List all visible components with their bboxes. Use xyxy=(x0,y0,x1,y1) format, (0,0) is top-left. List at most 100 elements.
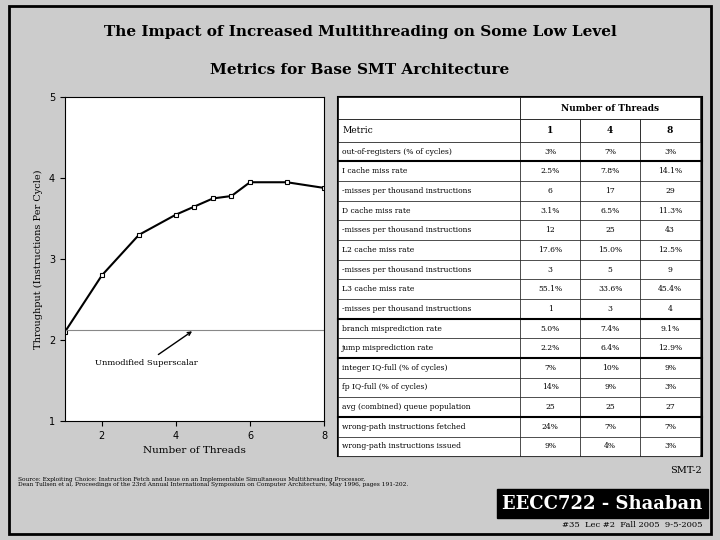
Text: EECC722 - Shaaban: EECC722 - Shaaban xyxy=(502,495,702,513)
Text: D cache miss rate: D cache miss rate xyxy=(342,206,410,214)
Bar xyxy=(338,161,521,181)
Bar xyxy=(338,377,521,397)
Bar xyxy=(580,161,640,181)
Text: 10%: 10% xyxy=(602,364,618,372)
Bar xyxy=(580,319,640,339)
Text: L2 cache miss rate: L2 cache miss rate xyxy=(342,246,414,254)
Text: avg (combined) queue population: avg (combined) queue population xyxy=(342,403,471,411)
Bar xyxy=(640,119,700,141)
Bar xyxy=(521,240,580,260)
Bar xyxy=(521,161,580,181)
Bar xyxy=(640,260,700,279)
Text: -misses per thousand instructions: -misses per thousand instructions xyxy=(342,226,472,234)
Text: 2.2%: 2.2% xyxy=(541,344,560,352)
X-axis label: Number of Threads: Number of Threads xyxy=(143,447,246,455)
Text: 7%: 7% xyxy=(604,147,616,156)
Bar xyxy=(338,260,521,279)
Bar xyxy=(580,260,640,279)
Bar xyxy=(640,279,700,299)
Text: -misses per thousand instructions: -misses per thousand instructions xyxy=(342,305,472,313)
Text: 8: 8 xyxy=(667,126,673,135)
Bar xyxy=(580,141,640,161)
Bar xyxy=(640,417,700,437)
Text: 45.4%: 45.4% xyxy=(658,285,683,293)
Text: 27: 27 xyxy=(665,403,675,411)
Text: 43: 43 xyxy=(665,226,675,234)
Bar xyxy=(640,141,700,161)
Bar xyxy=(338,220,521,240)
Text: branch misprediction rate: branch misprediction rate xyxy=(342,325,442,333)
Bar xyxy=(338,437,521,456)
Bar xyxy=(521,417,580,437)
Text: 3.1%: 3.1% xyxy=(541,206,560,214)
Bar xyxy=(338,97,521,119)
Text: 15.0%: 15.0% xyxy=(598,246,622,254)
Bar xyxy=(580,339,640,358)
Bar xyxy=(338,397,521,417)
Text: 4: 4 xyxy=(667,305,672,313)
Bar xyxy=(338,339,521,358)
Text: 9%: 9% xyxy=(664,364,676,372)
Text: 4: 4 xyxy=(607,126,613,135)
Bar xyxy=(580,240,640,260)
Text: 1: 1 xyxy=(548,305,553,313)
Bar xyxy=(338,181,521,201)
Bar xyxy=(580,279,640,299)
Text: 17: 17 xyxy=(606,187,615,195)
Text: #35  Lec #2  Fall 2005  9-5-2005: #35 Lec #2 Fall 2005 9-5-2005 xyxy=(562,521,702,529)
Bar xyxy=(521,358,580,377)
Bar xyxy=(640,358,700,377)
Bar xyxy=(521,201,580,220)
Text: 9%: 9% xyxy=(604,383,616,392)
Text: 12.9%: 12.9% xyxy=(658,344,683,352)
Text: 55.1%: 55.1% xyxy=(538,285,562,293)
Text: 7%: 7% xyxy=(604,423,616,431)
Text: -misses per thousand instructions: -misses per thousand instructions xyxy=(342,187,472,195)
Bar xyxy=(640,339,700,358)
Bar xyxy=(640,299,700,319)
Text: 3: 3 xyxy=(608,305,613,313)
Text: 9%: 9% xyxy=(544,442,556,450)
Text: 7.4%: 7.4% xyxy=(600,325,620,333)
Text: 5: 5 xyxy=(608,266,613,274)
Text: L3 cache miss rate: L3 cache miss rate xyxy=(342,285,415,293)
Text: 3%: 3% xyxy=(544,147,557,156)
Bar xyxy=(580,358,640,377)
Text: 3%: 3% xyxy=(664,442,676,450)
Text: 9.1%: 9.1% xyxy=(660,325,680,333)
Bar xyxy=(338,141,521,161)
Bar xyxy=(338,119,521,141)
Text: 25: 25 xyxy=(606,403,615,411)
Text: 17.6%: 17.6% xyxy=(538,246,562,254)
Text: 7.8%: 7.8% xyxy=(600,167,620,175)
Bar xyxy=(640,161,700,181)
Bar xyxy=(338,240,521,260)
Text: 12: 12 xyxy=(545,226,555,234)
Bar xyxy=(521,260,580,279)
Text: The Impact of Increased Multithreading on Some Low Level: The Impact of Increased Multithreading o… xyxy=(104,25,616,39)
Text: 33.6%: 33.6% xyxy=(598,285,622,293)
Text: 29: 29 xyxy=(665,187,675,195)
Text: 7%: 7% xyxy=(664,423,676,431)
Text: 4%: 4% xyxy=(604,442,616,450)
Text: 7%: 7% xyxy=(544,364,556,372)
Bar xyxy=(521,377,580,397)
Text: Metrics for Base SMT Architecture: Metrics for Base SMT Architecture xyxy=(210,63,510,77)
Bar xyxy=(338,358,521,377)
Bar xyxy=(640,397,700,417)
Bar xyxy=(521,97,700,119)
Bar xyxy=(338,201,521,220)
Text: wrong-path instructions fetched: wrong-path instructions fetched xyxy=(342,423,466,431)
Bar xyxy=(580,119,640,141)
Bar xyxy=(338,279,521,299)
Text: Source: Exploiting Choice: Instruction Fetch and Issue on an Implementable Simul: Source: Exploiting Choice: Instruction F… xyxy=(18,476,408,487)
Bar xyxy=(640,181,700,201)
Text: 6.4%: 6.4% xyxy=(600,344,620,352)
Bar xyxy=(580,397,640,417)
Text: 12.5%: 12.5% xyxy=(658,246,683,254)
Text: SMT-2: SMT-2 xyxy=(670,465,702,475)
Text: 25: 25 xyxy=(545,403,555,411)
Bar xyxy=(580,417,640,437)
Bar xyxy=(640,437,700,456)
Bar xyxy=(521,319,580,339)
